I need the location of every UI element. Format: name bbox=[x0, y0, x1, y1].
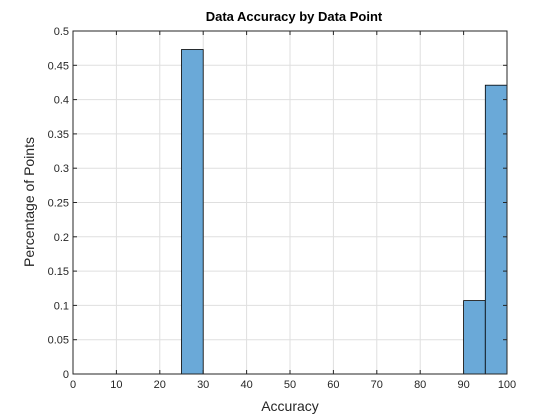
x-tick-label: 60 bbox=[327, 379, 339, 391]
y-tick-label: 0.25 bbox=[48, 198, 69, 210]
x-tick-label: 70 bbox=[371, 379, 383, 391]
x-axis-label: Accuracy bbox=[261, 398, 319, 414]
y-axis-label: Percentage of Points bbox=[21, 137, 37, 267]
x-axis-ticks: 0 10 20 30 40 50 60 70 80 90 100 bbox=[70, 31, 516, 391]
y-axis-ticks: 0 0.05 0.1 0.15 0.2 0.25 0.3 0.35 0.4 0.45 0.5 bbox=[48, 26, 507, 381]
y-tick-label: 0.1 bbox=[54, 300, 69, 312]
histogram-bar bbox=[484, 84, 508, 375]
x-tick-label: 10 bbox=[110, 379, 122, 391]
x-tick-label: 40 bbox=[240, 379, 252, 391]
y-tick-label: 0 bbox=[63, 369, 69, 381]
x-tick-label: 80 bbox=[414, 379, 426, 391]
chart-title: Data Accuracy by Data Point bbox=[206, 9, 383, 24]
y-tick-label: 0.35 bbox=[48, 129, 69, 141]
y-tick-label: 0.2 bbox=[54, 232, 69, 244]
y-tick-label: 0.4 bbox=[54, 95, 69, 107]
y-tick-label: 0.3 bbox=[54, 163, 69, 175]
histogram-bar bbox=[463, 300, 486, 375]
y-tick-label: 0.05 bbox=[48, 335, 69, 347]
x-tick-label: 50 bbox=[284, 379, 296, 391]
x-tick-label: 20 bbox=[154, 379, 166, 391]
y-tick-label: 0.5 bbox=[54, 26, 69, 38]
y-tick-label: 0.15 bbox=[48, 266, 69, 278]
y-tick-label: 0.45 bbox=[48, 60, 69, 72]
bars bbox=[181, 49, 508, 375]
x-tick-label: 100 bbox=[498, 379, 516, 391]
x-tick-label: 90 bbox=[457, 379, 469, 391]
x-tick-label: 30 bbox=[197, 379, 209, 391]
histogram-bar bbox=[181, 49, 204, 375]
x-tick-label: 0 bbox=[70, 379, 76, 391]
